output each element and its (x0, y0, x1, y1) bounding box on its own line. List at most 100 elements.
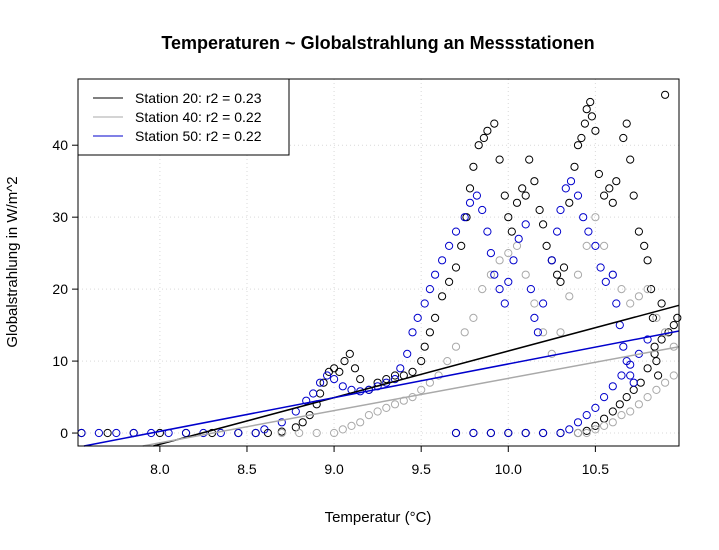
data-point (526, 285, 536, 294)
data-point (634, 400, 644, 409)
data-point (612, 299, 621, 308)
data-point (445, 277, 454, 286)
y-tick-label: 30 (52, 209, 68, 225)
data-point (634, 227, 644, 236)
data-point (251, 428, 260, 438)
data-point (525, 155, 534, 164)
data-point (547, 256, 556, 265)
data-point (425, 328, 434, 337)
data-point (330, 364, 339, 373)
legend-label: Station 40: r2 = 0.22 (135, 109, 262, 125)
data-point (661, 378, 670, 387)
data-point (382, 375, 391, 384)
data-point (451, 342, 461, 351)
data-point (579, 213, 588, 222)
data-point (591, 403, 600, 412)
data-point (504, 277, 513, 286)
data-point (650, 349, 659, 358)
data-point (573, 141, 583, 150)
legend: Station 20: r2 = 0.23 Station 40: r2 = 0.… (77, 78, 290, 156)
data-point (669, 321, 678, 330)
data-point (573, 418, 583, 427)
data-point (582, 241, 591, 250)
data-point (413, 313, 422, 322)
data-point (553, 270, 562, 279)
data-point (403, 349, 412, 358)
data-point (615, 400, 624, 409)
data-point (619, 342, 628, 351)
data-point (561, 184, 570, 193)
data-point (390, 375, 400, 384)
data-point (94, 428, 104, 438)
data-point (298, 418, 307, 427)
data-point (629, 378, 638, 387)
data-point (636, 378, 645, 387)
fit-line-1 (153, 304, 680, 447)
data-point (608, 198, 617, 207)
data-point (617, 411, 626, 420)
data-point (600, 241, 609, 250)
data-point (601, 277, 610, 286)
data-point (608, 418, 617, 427)
data-point (626, 360, 635, 369)
data-point (629, 385, 638, 394)
data-point (542, 241, 551, 250)
data-point (587, 112, 597, 121)
data-point (582, 428, 591, 438)
data-point (521, 220, 530, 229)
x-tick-label: 9.0 (324, 461, 344, 477)
x-axis-label: Temperatur (°C) (325, 509, 432, 526)
data-point (457, 241, 466, 250)
data-point (417, 357, 426, 366)
data-point (478, 205, 487, 215)
data-point (608, 382, 617, 391)
data-point (619, 133, 628, 143)
data-point (657, 335, 666, 344)
data-point (500, 299, 509, 308)
data-point (514, 234, 523, 243)
data-point (591, 213, 600, 222)
data-point (600, 191, 609, 200)
data-point (650, 342, 659, 351)
data-point (438, 256, 447, 265)
data-point (364, 411, 373, 420)
data-point (356, 418, 365, 427)
data-point (584, 227, 593, 236)
data-point (512, 198, 522, 207)
data-point (626, 299, 635, 308)
data-point (443, 357, 452, 366)
data-point (612, 177, 621, 186)
axes: 8.0 8.5 9.0 9.5 10.0 10.5 0 10 20 30 40 (52, 137, 609, 477)
data-point (500, 191, 509, 200)
data-point (626, 371, 635, 380)
data-point (465, 184, 475, 193)
data-point (431, 313, 440, 322)
data-point (652, 385, 661, 394)
data-point (483, 227, 492, 236)
data-point (573, 191, 583, 200)
data-point (420, 299, 429, 308)
data-point (472, 191, 481, 200)
y-tick-label: 20 (52, 281, 68, 297)
data-point (312, 428, 321, 438)
data-point (316, 389, 325, 398)
data-point (626, 407, 635, 416)
data-point (479, 133, 488, 143)
x-tick-label: 8.5 (237, 461, 257, 477)
data-point (469, 313, 478, 322)
data-point (530, 177, 539, 186)
data-point (445, 241, 454, 250)
data-point (486, 249, 495, 258)
data-point (478, 285, 487, 294)
data-point (577, 133, 586, 143)
data-point (486, 270, 495, 279)
data-point (600, 393, 609, 402)
data-point (390, 371, 400, 380)
data-point (495, 155, 504, 164)
series-points-2 (277, 213, 678, 438)
x-tick-label: 9.5 (411, 461, 431, 477)
data-point (600, 421, 609, 430)
data-point (586, 97, 595, 107)
data-point (617, 371, 626, 380)
